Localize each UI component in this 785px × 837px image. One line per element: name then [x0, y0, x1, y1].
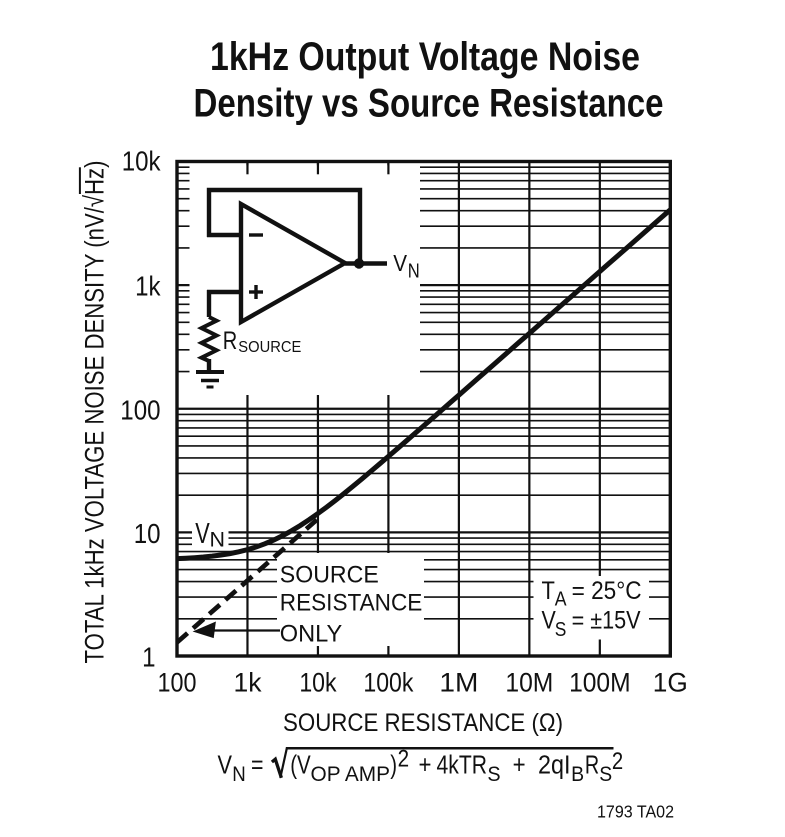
svg-text:1: 1	[142, 642, 155, 673]
svg-text:T: T	[542, 577, 555, 605]
svg-text:2: 2	[612, 748, 623, 775]
svg-text:N: N	[232, 762, 246, 786]
svg-text:V: V	[542, 606, 557, 634]
svg-text:100k: 100k	[363, 668, 414, 698]
svg-text:10k: 10k	[299, 668, 337, 698]
svg-text:ONLY: ONLY	[280, 620, 343, 647]
svg-text:OP AMP: OP AMP	[311, 762, 391, 786]
svg-text:1M: 1M	[439, 668, 478, 698]
svg-text:TOTAL 1kHz VOLTAGE NOISE DENSI: TOTAL 1kHz VOLTAGE NOISE DENSITY (nV/√Hz…	[80, 161, 110, 664]
svg-text:= ±15V: = ±15V	[572, 606, 641, 634]
svg-text:2: 2	[398, 746, 410, 773]
svg-text:V: V	[195, 518, 210, 550]
svg-text:10k: 10k	[122, 146, 162, 177]
svg-text:= 25°C: = 25°C	[572, 577, 642, 605]
svg-text:10M: 10M	[505, 668, 553, 698]
svg-text:2qI: 2qI	[538, 752, 571, 780]
svg-text:N: N	[408, 260, 420, 282]
svg-text:1k: 1k	[233, 668, 262, 698]
svg-text:+: +	[419, 752, 432, 780]
svg-text:4kTR: 4kTR	[437, 752, 488, 780]
svg-text:100M: 100M	[569, 668, 631, 698]
svg-text:B: B	[571, 762, 584, 786]
svg-text:10: 10	[134, 518, 161, 549]
svg-text:1k: 1k	[135, 271, 161, 302]
svg-text:SOURCE RESISTANCE (Ω): SOURCE RESISTANCE (Ω)	[283, 709, 563, 737]
svg-text:SOURCE: SOURCE	[280, 562, 379, 589]
svg-text:100: 100	[158, 668, 197, 698]
svg-text:S: S	[599, 762, 612, 786]
svg-text:): )	[390, 752, 397, 780]
svg-text:+: +	[513, 752, 526, 780]
svg-text:1793 TA02: 1793 TA02	[597, 802, 674, 822]
svg-text:R: R	[223, 327, 238, 355]
svg-text:100: 100	[120, 394, 160, 425]
svg-text:Density vs Source Resistance: Density vs Source Resistance	[194, 82, 664, 126]
svg-text:(V: (V	[290, 752, 311, 780]
svg-text:1G: 1G	[653, 668, 688, 698]
svg-text:V: V	[218, 752, 233, 780]
svg-text:S: S	[487, 762, 500, 786]
svg-text:A: A	[555, 588, 567, 611]
svg-text:R: R	[585, 752, 599, 780]
svg-text:V: V	[393, 250, 407, 276]
svg-text:S: S	[555, 618, 567, 641]
svg-text:RESISTANCE: RESISTANCE	[280, 590, 423, 617]
svg-text:=: =	[251, 752, 264, 780]
svg-text:1kHz Output Voltage Noise: 1kHz Output Voltage Noise	[210, 35, 640, 79]
svg-text:N: N	[210, 529, 226, 552]
svg-text:SOURCE: SOURCE	[238, 339, 301, 356]
